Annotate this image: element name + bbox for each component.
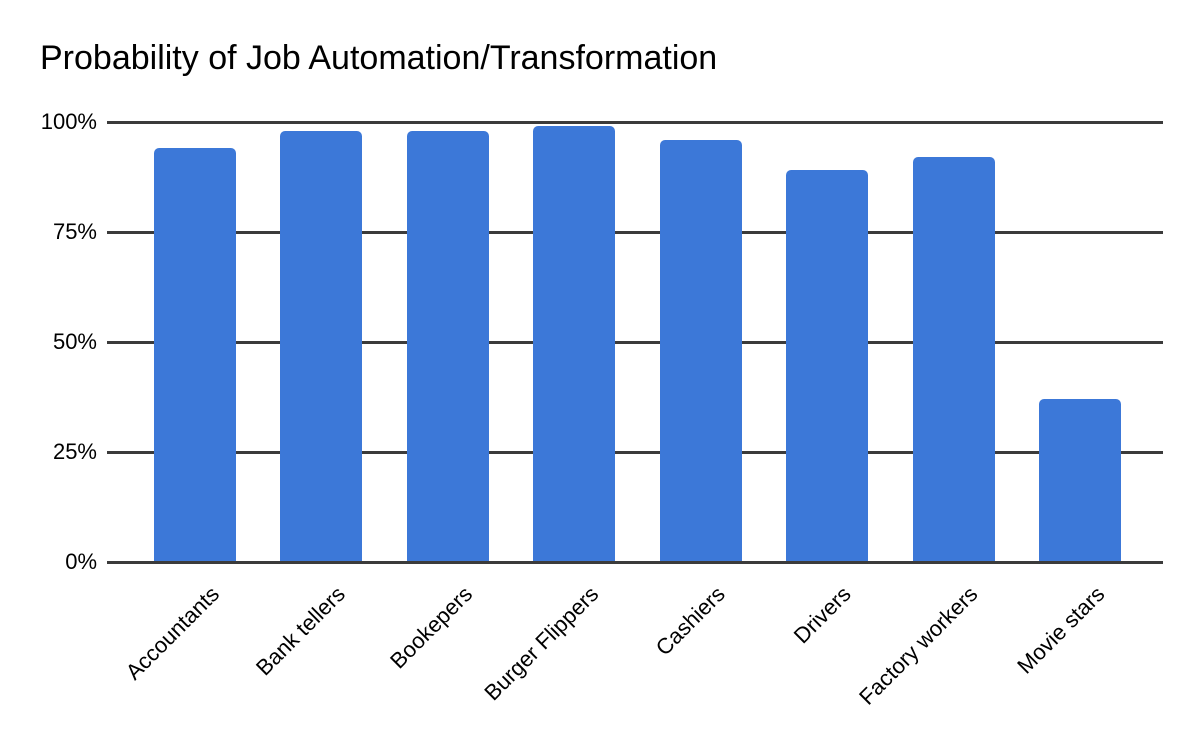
bar-accountants (154, 148, 236, 562)
x-tick-label-movie-stars: Movie stars (1011, 581, 1109, 679)
bar-burger-flippers (533, 126, 616, 562)
x-tick-label-cashiers: Cashiers (650, 581, 730, 661)
x-tick-label-bank-tellers: Bank tellers (251, 581, 351, 681)
bar-movie-stars (1038, 399, 1121, 562)
gridline-0 (107, 560, 1163, 564)
y-tick-label-0: 0% (65, 549, 97, 574)
x-tick-label-drivers: Drivers (789, 581, 857, 649)
bar-cashiers (659, 139, 742, 562)
gridline-25 (107, 450, 1163, 454)
bar-drivers (786, 170, 869, 562)
x-tick-label-accountants: Accountants (120, 581, 224, 685)
bar-series (154, 122, 1121, 562)
bar-factory-workers (912, 157, 995, 562)
y-tick-label-50: 50% (52, 329, 97, 354)
y-tick-label-25: 25% (52, 439, 97, 464)
bar-bank-tellers (280, 130, 363, 562)
y-tick-label-75: 75% (52, 219, 97, 244)
bar-bookepers (406, 130, 489, 562)
gridline-50 (107, 340, 1163, 344)
x-tick-label-burger-flippers: Burger Flippers (479, 581, 604, 706)
gridline-75 (107, 230, 1163, 234)
y-tick-label-100: 100% (40, 109, 97, 134)
x-tick-label-bookepers: Bookepers (384, 581, 477, 674)
x-tick-label-factory-workers: Factory workers (854, 581, 983, 710)
gridline-100 (107, 120, 1163, 124)
chart-title: Probability of Job Automation/Transforma… (40, 39, 718, 77)
